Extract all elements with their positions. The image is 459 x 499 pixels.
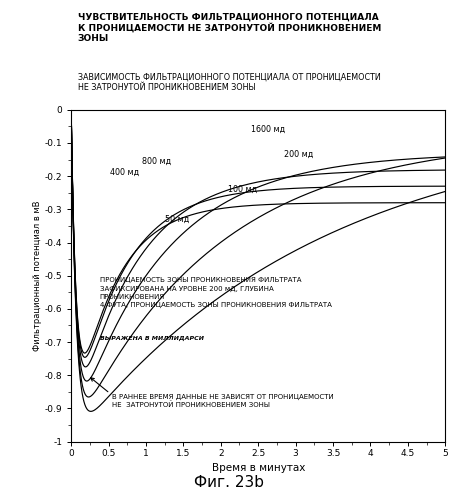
Text: 200 мд: 200 мд xyxy=(285,150,313,159)
Text: ЧУВСТВИТЕЛЬНОСТЬ ФИЛЬТРАЦИОННОГО ПОТЕНЦИАЛА
К ПРОНИЦАЕМОСТИ НЕ ЗАТРОНУТОЙ ПРОНИК: ЧУВСТВИТЕЛЬНОСТЬ ФИЛЬТРАЦИОННОГО ПОТЕНЦИ… xyxy=(78,12,381,43)
Text: Фиг. 23b: Фиг. 23b xyxy=(195,475,264,490)
Y-axis label: Фильтрационный потенциал в мВ: Фильтрационный потенциал в мВ xyxy=(33,201,42,351)
Text: В РАННЕЕ ВРЕМЯ ДАННЫЕ НЕ ЗАВИСЯТ ОТ ПРОНИЦАЕМОСТИ
НЕ  ЗАТРОНУТОЙ ПРОНИКНОВЕНИЕМ : В РАННЕЕ ВРЕМЯ ДАННЫЕ НЕ ЗАВИСЯТ ОТ ПРОН… xyxy=(112,394,334,408)
Text: 800 мд: 800 мд xyxy=(142,157,171,166)
Text: 1600 мд: 1600 мд xyxy=(251,125,285,134)
Text: ЗАВИСИМОСТЬ ФИЛЬТРАЦИОННОГО ПОТЕНЦИАЛА ОТ ПРОНИЦАЕМОСТИ
НЕ ЗАТРОНУТОЙ ПРОНИКНОВЕ: ЗАВИСИМОСТЬ ФИЛЬТРАЦИОННОГО ПОТЕНЦИАЛА О… xyxy=(78,72,381,92)
Text: ПРОНИЦАЕМОСТЬ ЗОНЫ ПРОНИКНОВЕНИЯ ФИЛЬТРАТА
ЗАФИКСИРОВАНА НА УРОВНЕ 200 мД, ГЛУБИ: ПРОНИЦАЕМОСТЬ ЗОНЫ ПРОНИКНОВЕНИЯ ФИЛЬТРА… xyxy=(100,277,331,308)
X-axis label: Время в минутах: Время в минутах xyxy=(212,463,305,473)
Text: 400 мд: 400 мд xyxy=(110,168,139,177)
Text: ВЫРАЖЕНА В МИЛЛИДАРСИ: ВЫРАЖЕНА В МИЛЛИДАРСИ xyxy=(100,335,204,340)
Text: 50 мд: 50 мд xyxy=(165,215,189,224)
Text: 100 мд: 100 мд xyxy=(228,185,257,194)
